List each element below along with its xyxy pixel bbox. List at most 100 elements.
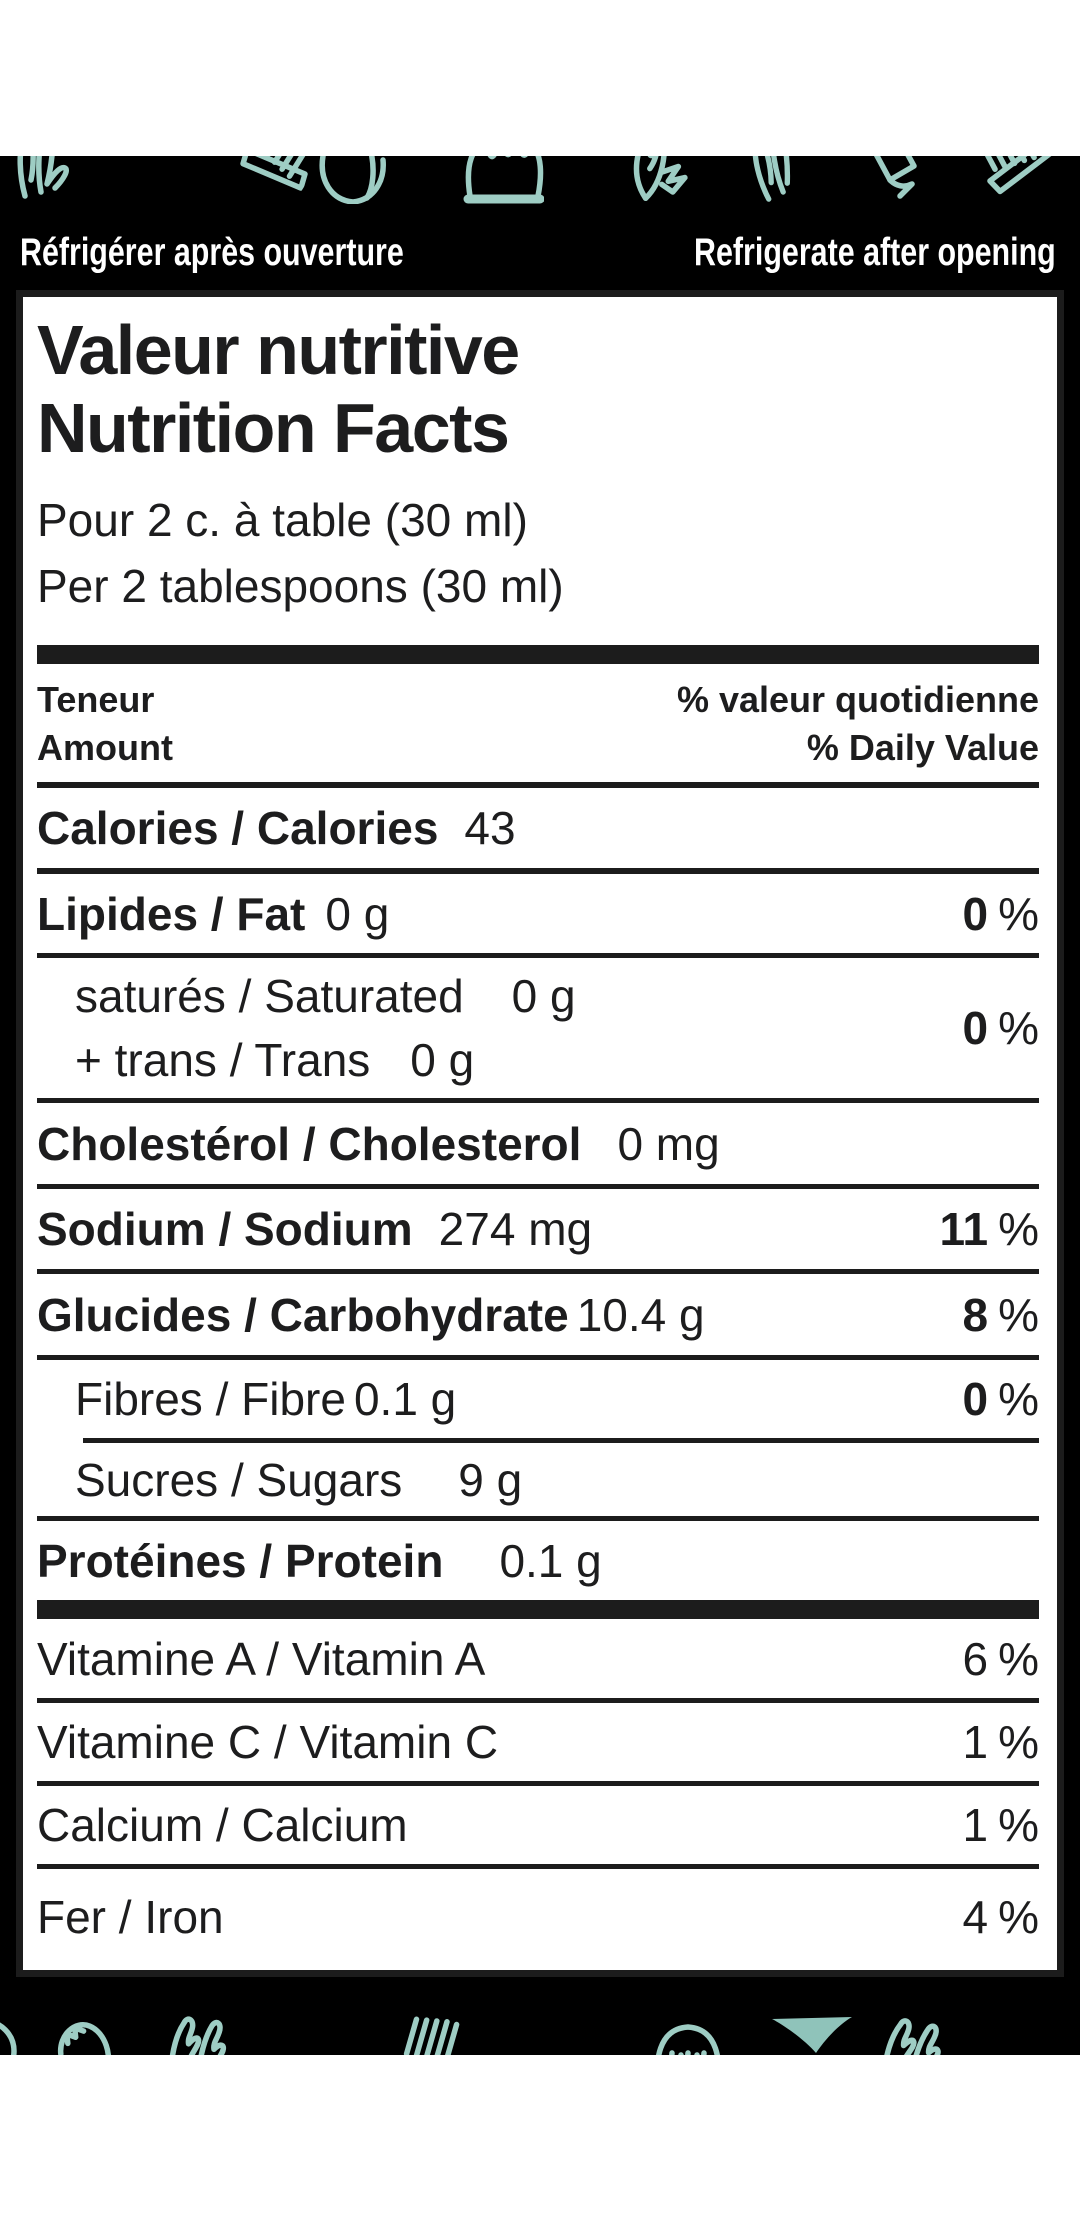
dv-number: 4 (962, 1891, 989, 1943)
dv-number: 0 (962, 1373, 989, 1425)
nutrient-amount: 0 g (410, 1034, 475, 1086)
row-iron: Fer / Iron 4% (37, 1869, 1039, 1965)
nutrient-amount: 274 mg (438, 1203, 593, 1255)
wedge-doodle-icon (770, 2015, 854, 2055)
percent-sign: % (998, 887, 1039, 940)
row-vitamin-c: Vitamine C / Vitamin C 1% (37, 1703, 1039, 1781)
package-background: Réfrigérer après ouverture Refrigerate a… (0, 156, 1080, 2055)
divider (37, 1781, 1039, 1786)
serving-size-en: Per 2 tablespoons (30 ml) (37, 560, 564, 612)
doodle-strip-bottom (0, 2011, 1080, 2055)
daily-value: 0% (963, 1001, 1040, 1055)
serving-size: Pour 2 c. à table (30 ml) Per 2 tablespo… (37, 487, 1039, 619)
dv-number: 1 (962, 1716, 989, 1768)
percent-sign: % (998, 1799, 1039, 1851)
dv-number: 11 (939, 1203, 989, 1255)
row-protein: Protéines / Protein 0.1 g (37, 1521, 1039, 1600)
grater-doodle-icon (381, 2011, 476, 2055)
divider (37, 1355, 1039, 1360)
percent-sign: % (998, 1288, 1039, 1341)
nutrient-amount: 0 g (325, 887, 390, 940)
dv-number: 0 (962, 1002, 989, 1054)
fork-doodle-icon (648, 2015, 728, 2055)
daily-value: 1% (963, 1798, 1040, 1852)
nutrient-name: Fer / Iron (37, 1891, 224, 1943)
daily-value: 0% (963, 1372, 1040, 1426)
storage-note-en: Refrigerate after opening (694, 231, 1056, 274)
serving-size-fr: Pour 2 c. à table (30 ml) (37, 494, 528, 546)
row-fat: Lipides / Fat 0 g 0% (37, 874, 1039, 953)
tongs-doodle-icon (154, 2011, 233, 2055)
panel-title-en: Nutrition Facts (37, 389, 510, 467)
row-saturated-trans-fat: saturés / Saturated 0 g + trans / Trans … (37, 958, 1039, 1098)
nutrient-amount: 0.1 g (353, 1373, 457, 1425)
daily-value-header-en: % Daily Value (806, 727, 1039, 768)
divider (37, 1698, 1039, 1703)
row-calcium: Calcium / Calcium 1% (37, 1786, 1039, 1864)
doodle-strip-top (0, 156, 1080, 204)
nutrient-name: Vitamine A / Vitamin A (37, 1632, 486, 1685)
row-sugars: Sucres / Sugars 9 g (37, 1443, 1039, 1516)
percent-sign: % (998, 1891, 1039, 1943)
panel-title: Valeur nutritive Nutrition Facts (37, 311, 1039, 467)
nutrient-name: saturés / Saturated (75, 970, 464, 1022)
nutrient-amount: 9 g (458, 1453, 523, 1506)
nutrient-name: Sodium / Sodium (37, 1203, 413, 1255)
grater-doodle-icon (226, 156, 333, 204)
paper-doodle-icon (862, 156, 926, 204)
nutrient-amount: 10.4 g (576, 1288, 705, 1341)
dv-number: 8 (962, 1288, 989, 1341)
percent-sign: % (998, 1203, 1039, 1255)
bread-doodle-icon (462, 156, 544, 204)
nutrient-name: Calcium / Calcium (37, 1799, 408, 1851)
divider (37, 1184, 1039, 1189)
dv-number: 0 (962, 887, 989, 940)
daily-value: 6% (963, 1632, 1040, 1686)
nutrient-name: + trans / Trans (75, 1034, 371, 1086)
thick-separator-bar (37, 1600, 1039, 1619)
nutrient-name: Cholestérol / Cholesterol (37, 1117, 582, 1170)
divider (37, 868, 1039, 874)
row-sodium: Sodium / Sodium 274 mg 11% (37, 1189, 1039, 1269)
percent-sign: % (998, 1716, 1039, 1768)
nutrient-name: Fibres / Fibre (75, 1373, 346, 1425)
panel-title-fr: Valeur nutritive (37, 311, 520, 389)
nutrient-name: Calories / Calories (37, 802, 439, 854)
divider (37, 1516, 1039, 1521)
divider (37, 1098, 1039, 1103)
storage-note: Réfrigérer après ouverture Refrigerate a… (20, 230, 1056, 276)
circle-doodle-icon (0, 2011, 20, 2055)
comb-doodle-icon (962, 156, 1067, 204)
tongs-doodle-icon (862, 2011, 954, 2055)
percent-sign: % (998, 1373, 1039, 1425)
nutrient-name: Protéines / Protein (37, 1534, 444, 1587)
nutrient-amount: 43 (464, 802, 516, 854)
table-header: Teneur Amount % valeur quotidienne % Dai… (37, 664, 1039, 782)
nutrient-name: Vitamine C / Vitamin C (37, 1716, 499, 1768)
divider (37, 953, 1039, 958)
divider (83, 1438, 1039, 1443)
percent-sign: % (998, 1632, 1039, 1685)
hand-doodle-icon (8, 156, 78, 202)
dv-number: 1 (962, 1799, 989, 1851)
nutrient-name: Sucres / Sugars (75, 1453, 403, 1506)
amount-header: Teneur Amount (37, 676, 173, 772)
daily-value-header: % valeur quotidienne % Daily Value (677, 676, 1039, 772)
nutrient-amount: 0 g (511, 970, 576, 1022)
hand-doodle-icon (741, 156, 818, 204)
top-margin (0, 0, 1080, 156)
dv-number: 6 (962, 1632, 989, 1685)
nutrition-facts-panel: Valeur nutritive Nutrition Facts Pour 2 … (16, 290, 1064, 1977)
daily-value: 11% (939, 1202, 1039, 1256)
row-calories: Calories / Calories 43 (37, 788, 1039, 868)
daily-value: 1% (963, 1715, 1040, 1769)
row-cholesterol: Cholestérol / Cholesterol 0 mg (37, 1103, 1039, 1184)
divider (37, 1864, 1039, 1869)
daily-value: 0% (963, 887, 1040, 941)
nutrient-amount: 0 mg (617, 1117, 720, 1170)
nutrient-amount: 0.1 g (499, 1534, 602, 1587)
bowl-doodle-icon (315, 156, 391, 204)
bottom-margin (0, 2055, 1080, 2220)
row-fibre: Fibres / Fibre 0.1 g 0% (37, 1360, 1039, 1438)
amount-header-fr: Teneur (37, 679, 155, 720)
